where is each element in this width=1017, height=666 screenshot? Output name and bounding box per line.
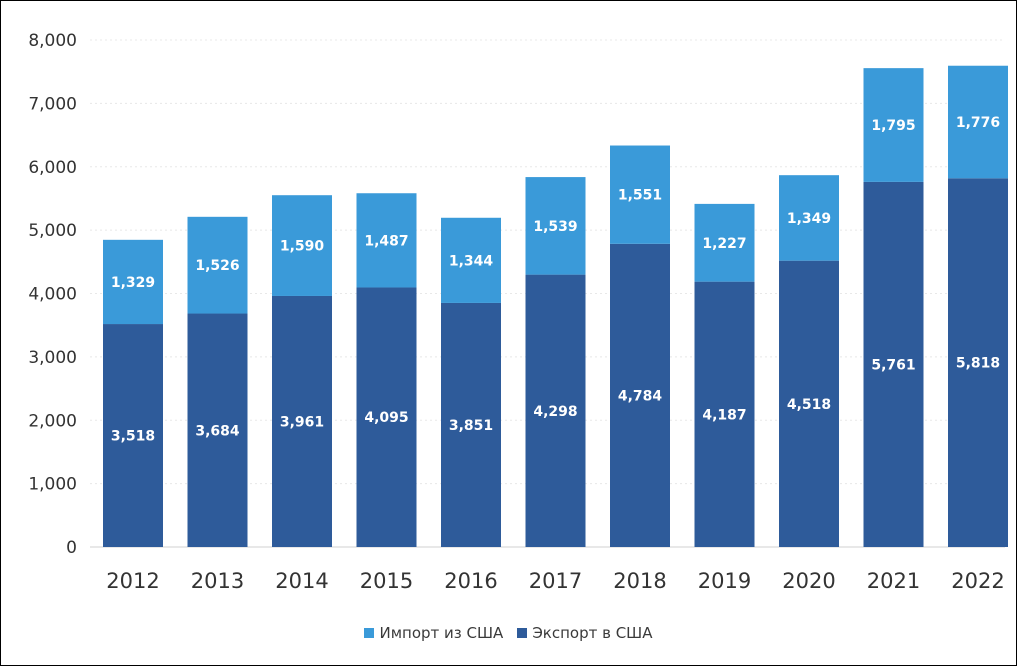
bar-import: [610, 145, 670, 244]
x-tick-label: 2019: [698, 569, 751, 593]
data-label-export: 5,818: [956, 356, 1000, 372]
bar-import: [356, 193, 417, 288]
x-tick-label: 2012: [106, 569, 159, 593]
bar-import: [525, 177, 586, 275]
x-tick-label: 2015: [360, 569, 413, 593]
y-tick-label: 4,000: [28, 285, 77, 305]
data-label-import: 1,349: [787, 211, 831, 227]
bar-import: [863, 68, 924, 182]
legend-swatch-import: [364, 628, 375, 638]
legend-label-import: Импорт из США: [379, 624, 504, 642]
data-label-import: 1,344: [449, 253, 494, 269]
x-tick-label: 2013: [191, 569, 244, 593]
bar-export: [103, 324, 163, 547]
bars: [103, 65, 1008, 548]
x-tick-label: 2020: [782, 569, 835, 593]
bar-import: [441, 217, 501, 303]
data-label-import: 1,227: [702, 236, 746, 252]
bar-export: [694, 281, 755, 547]
bar-import: [272, 195, 332, 296]
bar-import: [187, 216, 248, 314]
data-label-import: 1,539: [533, 219, 577, 235]
data-label-export: 4,518: [787, 397, 831, 413]
x-axis-ticks: 2012 2013 2014 2015 2016 2017 2018 2019 2020 2021…: [106, 569, 1004, 593]
y-tick-label: 3,000: [28, 348, 77, 368]
y-axis-ticks: 0 1,000 2,000 3,000 4,000 5,000 6,000 7,000 8,00…: [28, 31, 77, 558]
data-label-export: 3,961: [280, 414, 324, 430]
bar-export: [356, 287, 417, 547]
x-tick-label: 2022: [951, 569, 1004, 593]
data-label-import: 1,487: [364, 233, 408, 249]
bar-export: [779, 260, 839, 547]
data-label-import: 1,795: [871, 118, 915, 134]
bar-export: [272, 295, 332, 547]
y-tick-label: 2,000: [28, 411, 77, 431]
bar-export: [441, 302, 501, 547]
data-labels: 3,518 1,329 3,684 1,526 3,961 1,590 4,095 1,487…: [111, 115, 1000, 445]
legend-item-export: Экспорт в США: [517, 624, 653, 642]
data-label-export: 3,684: [195, 423, 240, 439]
data-label-export: 4,095: [364, 410, 408, 426]
y-tick-label: 5,000: [28, 221, 77, 241]
data-label-import: 1,590: [280, 239, 325, 255]
bar-export: [187, 313, 248, 547]
x-tick-label: 2017: [529, 569, 582, 593]
x-tick-label: 2021: [867, 569, 920, 593]
data-label-import: 1,526: [195, 258, 239, 274]
data-label-export: 5,761: [871, 357, 915, 373]
bar-import: [948, 65, 1008, 179]
data-label-import: 1,329: [111, 275, 155, 291]
y-tick-label: 1,000: [28, 475, 77, 495]
x-tick-label: 2016: [444, 569, 497, 593]
bar-import: [103, 239, 163, 325]
y-tick-label: 6,000: [28, 158, 77, 178]
bar-export: [948, 178, 1008, 548]
data-label-import: 1,776: [956, 115, 1000, 131]
stacked-bar-chart: 0 1,000 2,000 3,000 4,000 5,000 6,000 7,000 8,00…: [28, 31, 1008, 593]
y-tick-label: 8,000: [28, 31, 77, 51]
legend-label-export: Экспорт в США: [532, 624, 653, 642]
y-tick-label: 7,000: [28, 94, 77, 114]
legend-swatch-export: [517, 628, 528, 638]
bar-export: [610, 243, 670, 547]
legend: Импорт из США Экспорт в США: [0, 624, 1017, 642]
data-label-export: 4,784: [618, 388, 663, 404]
data-label-export: 3,518: [111, 429, 155, 445]
data-label-export: 4,187: [702, 407, 746, 423]
bar-import: [779, 175, 839, 261]
data-label-import: 1,551: [618, 188, 662, 204]
data-label-export: 4,298: [533, 404, 577, 420]
x-tick-label: 2014: [275, 569, 328, 593]
bar-export: [863, 181, 924, 548]
x-tick-label: 2018: [613, 569, 666, 593]
bar-export: [525, 274, 586, 547]
y-tick-label: 0: [66, 538, 77, 558]
bar-import: [694, 203, 755, 282]
legend-item-import: Импорт из США: [364, 624, 503, 642]
data-label-export: 3,851: [449, 418, 493, 434]
